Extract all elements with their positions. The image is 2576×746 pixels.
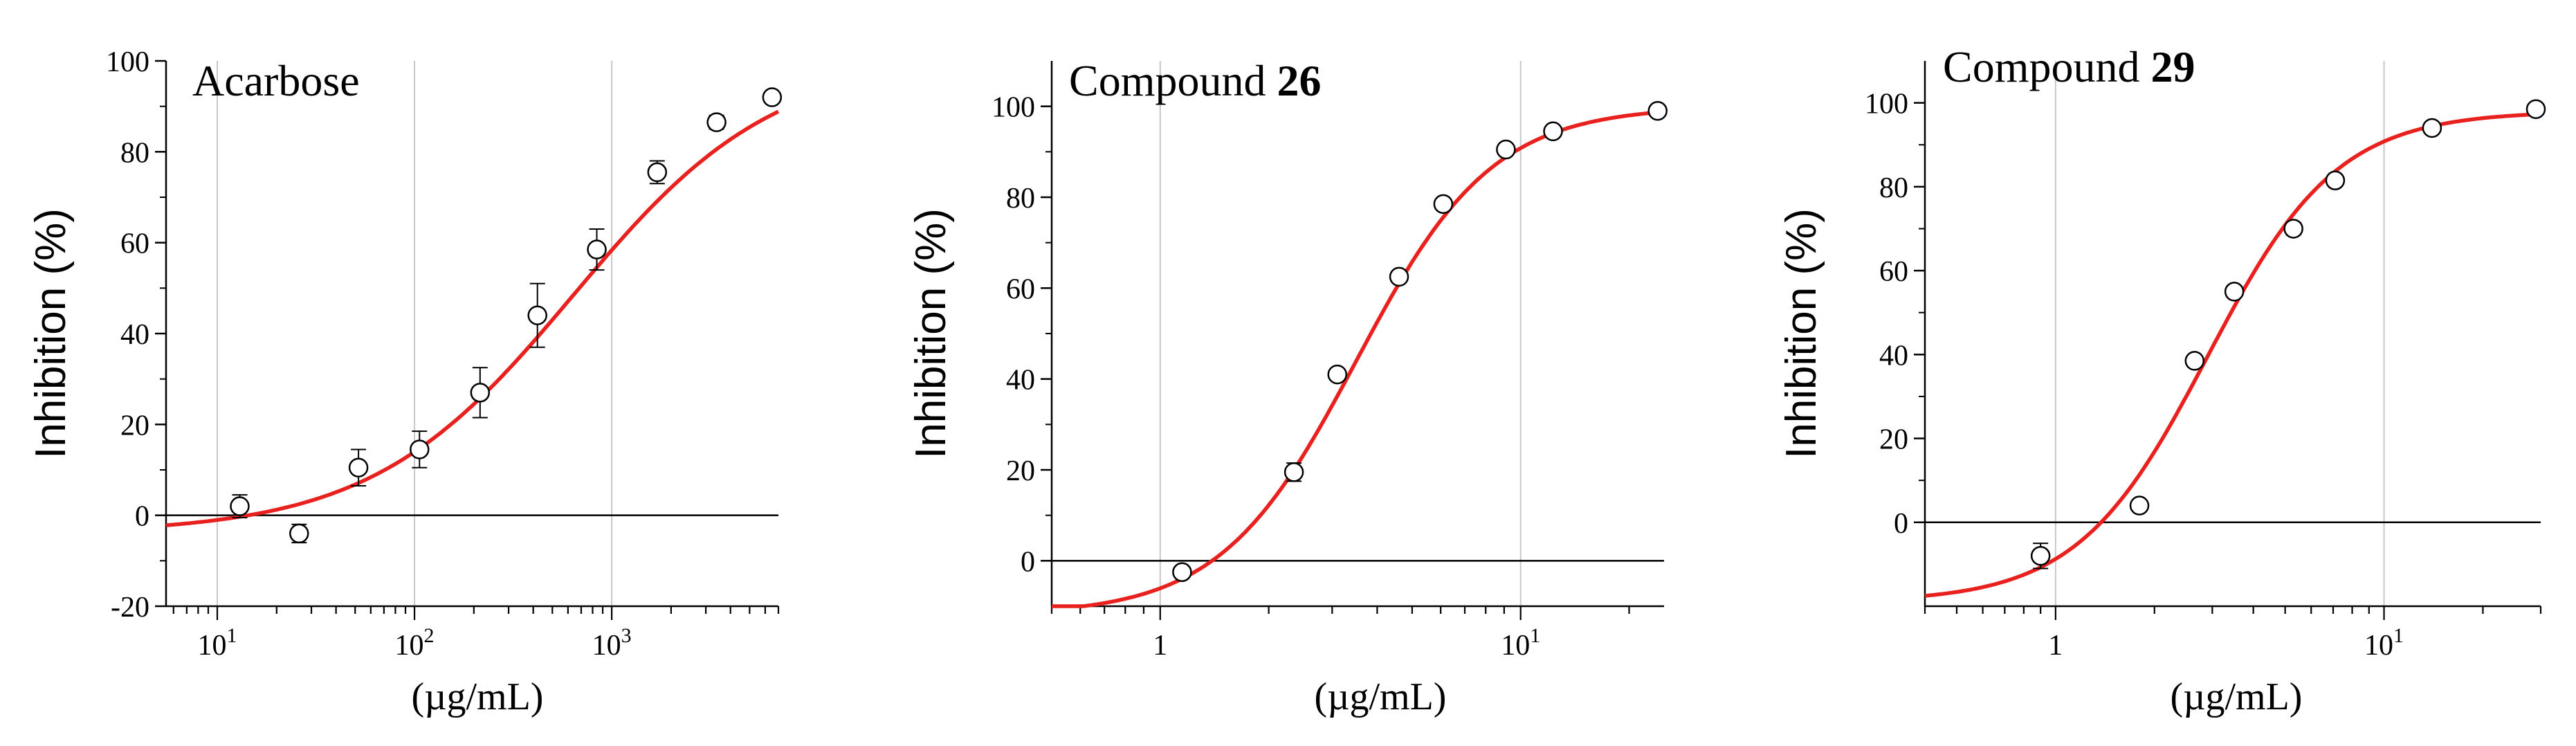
y-tick-label: 40 [120, 319, 149, 351]
axes [1924, 61, 2541, 608]
y-ticks: 0 20 40 60 80 100 [1865, 89, 1925, 540]
y-tick-label: 0 [1021, 546, 1035, 578]
data-point [1496, 139, 1516, 160]
data-point [1543, 121, 1563, 142]
x-tick-exponent: 2 [424, 624, 435, 647]
data-point [2129, 495, 2150, 516]
y-tick-label: 40 [1006, 365, 1035, 397]
y-tick-label: 100 [992, 92, 1035, 124]
x-axis-title: (µg/mL) [412, 675, 544, 718]
y-axis-title: Inhibition (%) [907, 208, 955, 459]
y-tick-label: 100 [106, 46, 149, 78]
y-axis-title: Inhibition (%) [27, 208, 75, 459]
data-point [2325, 170, 2346, 191]
data-points [2030, 99, 2546, 570]
data-point [527, 305, 547, 325]
data-points [230, 87, 783, 544]
grid-lines [1159, 61, 1522, 606]
y-tick-label: 80 [120, 137, 149, 169]
x-tick-label: 101 [198, 624, 237, 662]
data-point [2030, 546, 2051, 566]
y-tick-label: 60 [1879, 256, 1908, 288]
x-tick-label: 1 [2048, 630, 2063, 662]
y-tick-label: 0 [1894, 508, 1908, 540]
y-tick-label: 20 [1879, 424, 1908, 456]
data-point [1433, 194, 1454, 215]
data-point [289, 523, 309, 544]
panel-title: Compound 29 [1943, 42, 2195, 91]
data-point [1647, 100, 1668, 121]
data-point [348, 457, 369, 477]
data-point [2224, 282, 2245, 302]
x-axis-title: (µg/mL) [2171, 675, 2303, 718]
y-ticks: 0 20 40 60 80 100 [992, 92, 1052, 578]
data-point [1284, 462, 1304, 482]
data-point [1389, 266, 1409, 287]
fit-curve [165, 109, 780, 527]
panel-title: Compound 26 [1069, 56, 1321, 105]
x-tick-exponent: 1 [2393, 624, 2404, 647]
y-tick-label: 100 [1865, 89, 1908, 120]
y-axis-title: Inhibition (%) [1778, 208, 1825, 459]
x-tick-exponent: 1 [1530, 624, 1540, 647]
data-point [470, 383, 491, 403]
y-ticks: -20 0 20 40 60 80 100 [106, 46, 166, 624]
y-tick-label: 60 [120, 228, 149, 260]
data-point [647, 162, 668, 183]
x-axis-title: (µg/mL) [1315, 675, 1447, 718]
x-tick-exponent: 3 [621, 624, 632, 647]
data-point [2525, 99, 2546, 119]
data-point [1327, 364, 1348, 385]
data-point [410, 439, 430, 460]
y-tick-label: 80 [1006, 183, 1035, 215]
data-point [230, 496, 250, 516]
data-point [587, 239, 607, 260]
data-point [2283, 219, 2303, 239]
x-ticks: 101 102 103 [172, 606, 780, 662]
x-tick-label: 1 [1153, 630, 1167, 662]
y-tick-label: 20 [120, 410, 149, 442]
data-point [706, 112, 727, 132]
y-tick-label: 20 [1006, 455, 1035, 487]
data-point [1172, 562, 1192, 582]
y-tick-label: 0 [135, 501, 149, 533]
y-tick-label: 40 [1879, 340, 1908, 372]
data-point [2422, 118, 2442, 138]
y-tick-label: 80 [1879, 172, 1908, 204]
grid-lines [2054, 61, 2385, 606]
data-points [1172, 100, 1668, 582]
data-point [2184, 351, 2205, 371]
data-point [762, 87, 783, 107]
y-tick-label: -20 [111, 592, 149, 624]
y-tick-label: 60 [1006, 273, 1035, 305]
x-ticks: 1 101 [1924, 606, 2542, 662]
panel-title: Acarbose [192, 56, 360, 105]
x-tick-exponent: 1 [227, 624, 237, 647]
